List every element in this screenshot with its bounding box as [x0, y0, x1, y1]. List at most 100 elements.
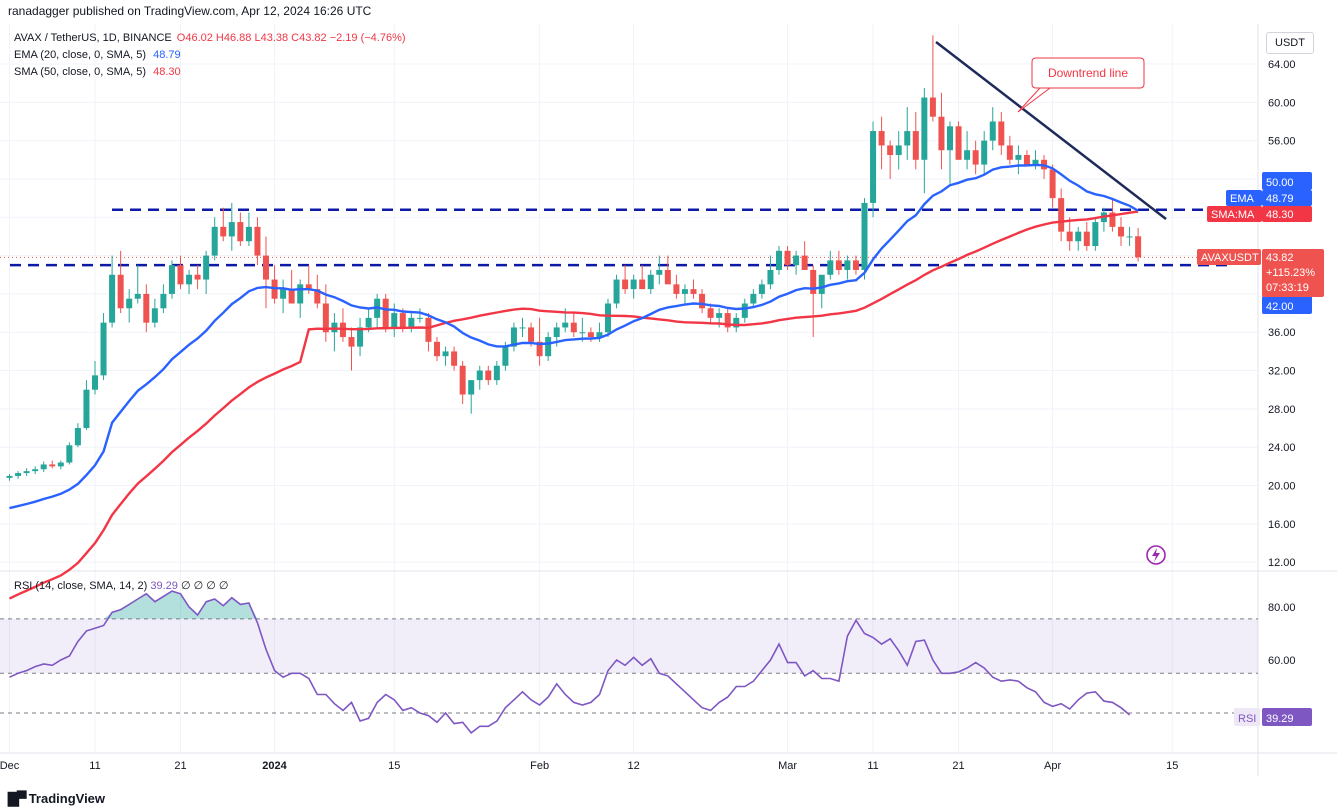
- candle-body: [365, 317, 372, 328]
- candle-body: [314, 289, 321, 304]
- lightning-bolt-icon: [1152, 548, 1160, 562]
- publish-info: ranadagger published on TradingView.com,…: [8, 4, 372, 18]
- price-tick-label: 12.00: [1268, 557, 1296, 569]
- candle-body: [263, 255, 269, 280]
- candle-body: [904, 131, 911, 146]
- candle-body: [750, 293, 757, 304]
- ema-tag-value-bg: [1262, 190, 1312, 206]
- level-42-tag: 42.00: [1266, 301, 1294, 313]
- candle-body: [545, 337, 552, 357]
- candle-body: [194, 274, 201, 280]
- callout-pointer: [1017, 87, 1052, 113]
- candle-body: [186, 274, 193, 285]
- candle-body: [818, 274, 825, 294]
- candle-body: [664, 269, 671, 285]
- candle-body: [220, 226, 227, 237]
- candle-body: [587, 332, 594, 338]
- candle-body: [784, 250, 791, 266]
- candle-body: [622, 279, 629, 290]
- candle-body: [1109, 212, 1116, 227]
- candle-body: [758, 284, 765, 294]
- candle-body: [211, 226, 218, 256]
- chart-legend: AVAX / TetherUS, 1D, BINANCE O46.02 H46.…: [14, 30, 406, 81]
- candle-body: [536, 341, 543, 357]
- candle-body: [425, 317, 432, 342]
- rsi-legend-label: RSI (14, close, SMA, 14, 2): [14, 580, 148, 592]
- candle-body: [177, 265, 184, 285]
- candle-body: [408, 317, 415, 328]
- time-tick-label: 12: [628, 760, 640, 772]
- price-tick-label: 64.00: [1268, 59, 1296, 71]
- time-tick-label: 21: [174, 760, 186, 772]
- candle-body: [357, 327, 364, 347]
- candle-body: [83, 389, 90, 429]
- moving-averages: [8, 163, 1139, 600]
- candle-body: [912, 131, 919, 160]
- candle-body: [493, 365, 500, 381]
- price-tick-label: 32.00: [1268, 366, 1296, 378]
- time-tick-label: 11: [89, 760, 100, 772]
- candle-body: [348, 337, 355, 347]
- currency-button[interactable]: USDT: [1266, 32, 1314, 54]
- candle-body: [297, 284, 304, 304]
- candle-body: [947, 126, 953, 151]
- sma-line: [8, 210, 1139, 600]
- candle-body: [434, 341, 440, 357]
- time-tick-label: Apr: [1044, 760, 1061, 772]
- ema-legend-label: EMA (20, close, 0, SMA, 5): [14, 49, 147, 61]
- last-change-value: +115.23%: [1266, 267, 1315, 279]
- sma-legend-value: 48.30: [153, 66, 181, 78]
- tradingview-logo-icon: ▇▀: [8, 790, 27, 806]
- level-42-tag-bg: [1262, 296, 1312, 314]
- candle-body: [23, 471, 30, 474]
- candle-body: [254, 226, 261, 256]
- candle-body: [510, 327, 517, 347]
- candle-body: [656, 269, 663, 275]
- rsi-line: [9, 590, 1131, 735]
- candle-body: [716, 313, 723, 318]
- alert-lightning-icon: [1146, 545, 1166, 565]
- time-tick-label: Dec: [0, 760, 20, 772]
- candle-body: [647, 274, 654, 290]
- candle-body: [767, 269, 774, 285]
- candle-body: [852, 260, 859, 270]
- callout-box: [1031, 57, 1145, 89]
- candle-body: [160, 293, 167, 309]
- candle-body: [237, 222, 244, 242]
- candle-body: [827, 260, 834, 275]
- candle-body: [1092, 222, 1099, 247]
- candle-body: [553, 327, 560, 338]
- candle-body: [835, 260, 842, 270]
- ema-line: [9, 163, 1139, 510]
- candle-body: [391, 313, 398, 328]
- candle-body: [1006, 145, 1013, 160]
- sma-legend[interactable]: SMA (50, close, 0, SMA, 5) 48.30: [14, 64, 406, 81]
- rsi-overbought-fill: [9, 591, 1130, 619]
- rsi-legend[interactable]: RSI (14, close, SMA, 14, 2) 39.29 ∅ ∅ ∅ …: [14, 579, 228, 592]
- candle-body: [895, 145, 902, 156]
- downtrend-line: [935, 41, 1167, 220]
- ema-legend[interactable]: EMA (20, close, 0, SMA, 5) 48.79: [14, 47, 406, 64]
- candle-body: [442, 351, 449, 357]
- time-tick-label: 15: [388, 760, 400, 772]
- footer-brand[interactable]: ▇▀ TradingView: [8, 790, 105, 807]
- candle-body: [801, 255, 808, 270]
- ohlc-values: O46.02 H46.88 L43.38 C43.82 −2.19 (−4.76…: [176, 32, 406, 44]
- sma-tag-value: 48.30: [1266, 209, 1294, 221]
- footer-brand-text: TradingView: [28, 791, 106, 806]
- symbol-label[interactable]: AVAX / TetherUS, 1D, BINANCE: [14, 32, 172, 44]
- ema-tag-label-bg: [1226, 190, 1262, 206]
- candle-body: [929, 97, 936, 117]
- candle-body: [972, 150, 979, 165]
- candle-body: [1083, 231, 1090, 247]
- candle-body: [861, 202, 868, 270]
- rsi-panel: [0, 590, 1258, 735]
- candle-body: [844, 260, 851, 270]
- rsi-tag-label-bg: [1234, 708, 1260, 726]
- rsi-tag-label: RSI: [1238, 713, 1256, 725]
- candle-body: [989, 121, 996, 141]
- candle-body: [981, 140, 988, 165]
- candle-body: [476, 370, 483, 381]
- candle-body: [134, 293, 141, 299]
